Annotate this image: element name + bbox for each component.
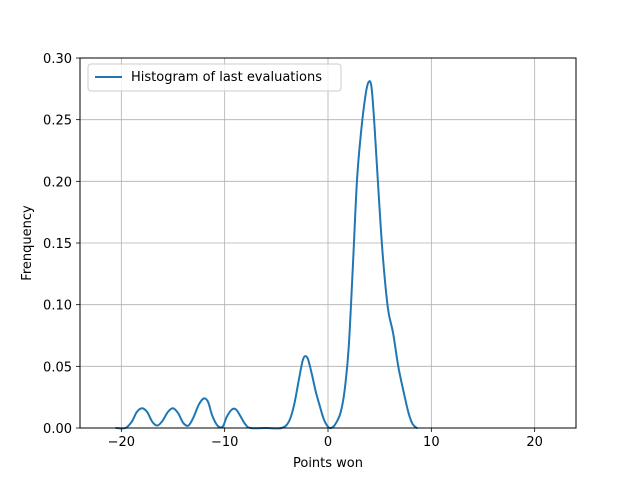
y-tick-label: 0.10 bbox=[43, 299, 72, 314]
series-line bbox=[115, 80, 418, 430]
y-tick-label: 0.00 bbox=[43, 422, 72, 437]
y-axis-label: Frenquency bbox=[20, 205, 35, 281]
y-tick-label: 0.05 bbox=[43, 360, 72, 375]
y-tick-label: 0.15 bbox=[43, 237, 72, 252]
legend: Histogram of last evaluations bbox=[87, 63, 342, 92]
x-tick-label: 20 bbox=[526, 435, 543, 450]
x-tick-label: −10 bbox=[211, 435, 238, 450]
legend-entry-label: Histogram of last evaluations bbox=[131, 70, 322, 85]
x-axis-label: Points won bbox=[293, 456, 363, 471]
x-tick-label: −20 bbox=[108, 435, 135, 450]
y-tick-label: 0.25 bbox=[43, 114, 72, 129]
ticks: −20 −10 0 10 20 0.00 0.05 0.10 0.15 0.20 0.25 0.30 bbox=[43, 52, 543, 450]
x-tick-label: 10 bbox=[423, 435, 440, 450]
grid bbox=[80, 57, 576, 429]
series-layer bbox=[115, 80, 418, 430]
x-tick-label: 0 bbox=[324, 435, 332, 450]
y-tick-label: 0.30 bbox=[43, 52, 72, 67]
y-tick-label: 0.20 bbox=[43, 175, 72, 190]
legend-box bbox=[87, 63, 342, 92]
